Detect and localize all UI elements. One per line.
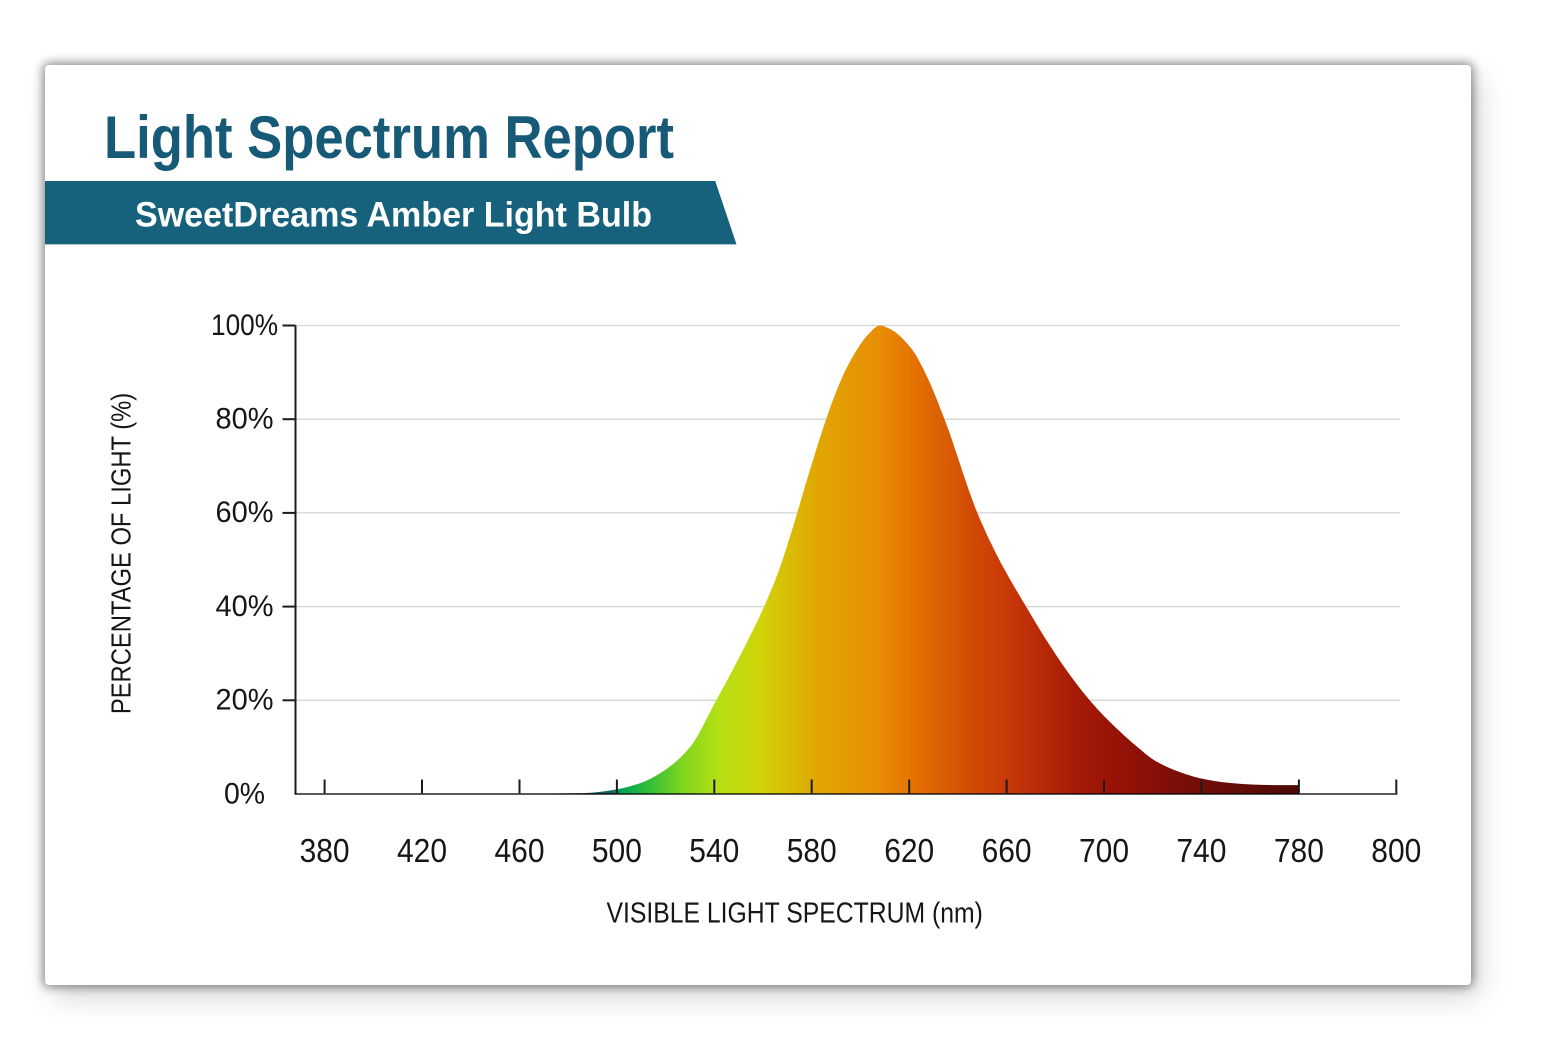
- svg-text:500: 500: [592, 832, 642, 869]
- svg-text:0%: 0%: [224, 777, 265, 810]
- svg-text:380: 380: [300, 832, 350, 869]
- svg-text:40%: 40%: [216, 590, 274, 623]
- svg-text:580: 580: [787, 832, 837, 869]
- svg-text:660: 660: [982, 832, 1032, 869]
- svg-text:SweetDreams Amber Light Bulb: SweetDreams Amber Light Bulb: [135, 196, 652, 235]
- svg-text:60%: 60%: [216, 496, 274, 529]
- svg-text:800: 800: [1371, 832, 1421, 869]
- svg-text:620: 620: [884, 832, 934, 869]
- svg-text:420: 420: [397, 832, 447, 869]
- svg-text:100%: 100%: [211, 309, 278, 342]
- svg-text:PERCENTAGE OF LIGHT (%): PERCENTAGE OF LIGHT (%): [106, 393, 137, 714]
- svg-text:700: 700: [1079, 832, 1129, 869]
- svg-text:540: 540: [689, 832, 739, 869]
- svg-text:740: 740: [1176, 832, 1226, 869]
- svg-text:80%: 80%: [216, 403, 274, 436]
- svg-text:780: 780: [1274, 832, 1324, 869]
- svg-text:VISIBLE LIGHT SPECTRUM (nm): VISIBLE LIGHT SPECTRUM (nm): [606, 898, 983, 930]
- svg-text:20%: 20%: [216, 684, 274, 717]
- svg-text:Light Spectrum Report: Light Spectrum Report: [104, 104, 674, 171]
- svg-text:460: 460: [495, 832, 545, 869]
